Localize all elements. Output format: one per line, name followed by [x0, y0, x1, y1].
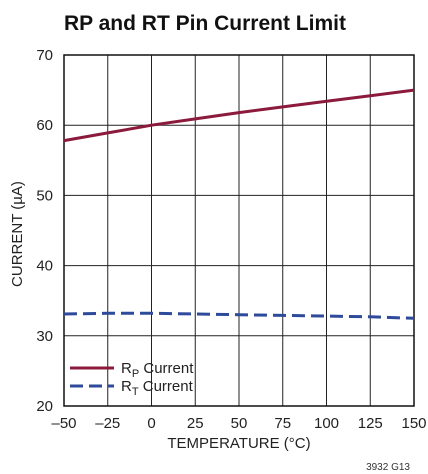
x-tick-label: –25	[95, 415, 120, 432]
chart-title: RP and RT Pin Current Limit	[64, 12, 346, 35]
y-tick-label: 40	[36, 258, 53, 275]
y-tick-label: 30	[36, 328, 53, 345]
x-tick-label: –50	[51, 415, 76, 432]
grid	[64, 55, 414, 406]
y-tick-labels: 20 30 40 50 60 70	[36, 47, 53, 415]
y-tick-label: 50	[36, 187, 53, 204]
y-tick-label: 20	[36, 398, 53, 415]
x-tick-label: 100	[314, 415, 339, 432]
x-tick-labels: –50 –25 0 25 50 75 100 125 150	[51, 415, 426, 432]
legend-label: RT Current	[121, 378, 194, 398]
x-tick-label: 0	[147, 415, 155, 432]
series-line-rp-current	[63, 88, 415, 143]
figure-code: 3932 G13	[366, 462, 410, 473]
x-tick-label: 150	[401, 415, 426, 432]
x-tick-label: 25	[187, 415, 204, 432]
x-tick-label: 125	[358, 415, 383, 432]
x-tick-label: 50	[231, 415, 248, 432]
legend-label: RP Current	[121, 360, 194, 380]
y-axis-label: CURRENT (µA)	[9, 181, 26, 287]
plot-frame	[63, 54, 415, 407]
x-tick-label: 75	[274, 415, 291, 432]
series-layer	[63, 88, 415, 320]
x-axis-label: TEMPERATURE (°C)	[167, 435, 310, 452]
y-tick-label: 60	[36, 117, 53, 134]
y-tick-label: 70	[36, 47, 53, 64]
series-line-rt-current	[63, 311, 415, 320]
